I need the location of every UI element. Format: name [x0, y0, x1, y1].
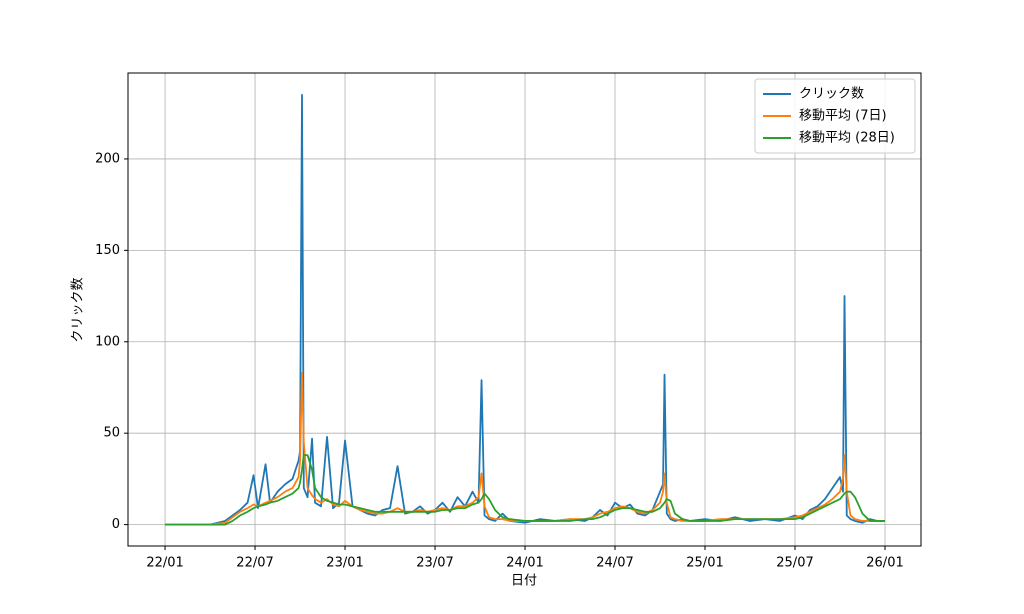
- x-tick-label: 26/01: [866, 556, 903, 571]
- series-line: [165, 454, 885, 526]
- y-axis-label: クリック数: [71, 277, 86, 342]
- x-tick-label: 22/07: [236, 556, 273, 571]
- y-tick-label: 50: [103, 426, 120, 441]
- x-tick-label: 25/01: [686, 556, 723, 571]
- y-tick-label: 100: [95, 334, 120, 349]
- x-tick-label: 24/01: [506, 556, 543, 571]
- x-axis-label: 日付: [511, 574, 537, 589]
- y-tick-label: 0: [112, 517, 120, 532]
- x-tick-label: 23/01: [326, 556, 363, 571]
- legend-label: 移動平均 (28日): [799, 131, 895, 146]
- legend-label: 移動平均 (7日): [799, 109, 887, 124]
- x-tick-label: 24/07: [596, 556, 633, 571]
- legend-box: [754, 78, 916, 154]
- y-tick-label: 200: [95, 151, 120, 166]
- plot-frame: [127, 72, 922, 547]
- x-tick-label: 23/07: [416, 556, 453, 571]
- x-tick-label: 25/07: [776, 556, 813, 571]
- y-tick-label: 150: [95, 243, 120, 258]
- legend-label: クリック数: [799, 87, 864, 102]
- x-tick-label: 22/01: [146, 556, 183, 571]
